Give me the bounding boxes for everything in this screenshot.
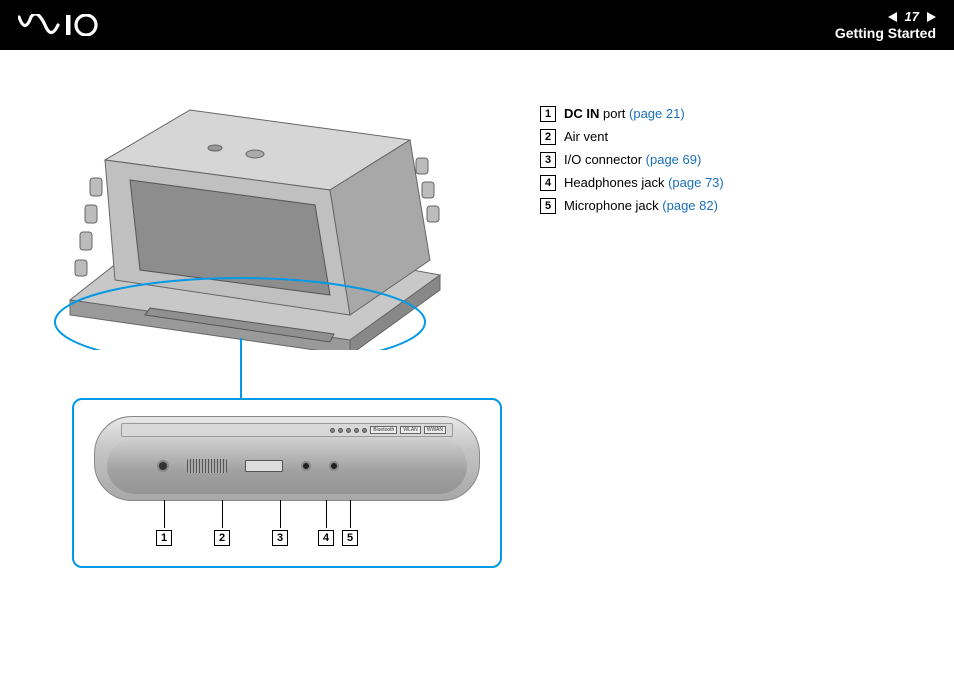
port-body (107, 438, 467, 494)
callout-number-box: 5 (342, 530, 358, 546)
callout-number-box: 1 (156, 530, 172, 546)
leader-line (326, 500, 327, 528)
callout-item: 2 Air vent (540, 129, 924, 146)
page-link[interactable]: (page 69) (646, 152, 702, 167)
label-text: Microphone jack (564, 198, 662, 213)
callout-item-number: 4 (540, 175, 556, 191)
port-view-illustration: Bluetooth WLAN WWAN (94, 416, 480, 501)
air-vent-icon (187, 459, 227, 473)
label-text: Headphones jack (564, 175, 668, 190)
wwan-label: WWAN (424, 426, 446, 434)
callout-connector-line (240, 338, 242, 400)
num-text: 5 (545, 199, 551, 213)
content-area: Bluetooth WLAN WWAN 1 2 3 (0, 50, 954, 220)
num-text: 1 (545, 107, 551, 121)
page-header: 17 Getting Started (0, 0, 954, 50)
bluetooth-label: Bluetooth (370, 426, 397, 434)
page-link[interactable]: (page 82) (662, 198, 718, 213)
device-perspective-illustration (30, 100, 460, 350)
callout-number: 2 (219, 533, 225, 544)
indicator-led-icon (354, 428, 359, 433)
bold-prefix: DC IN (564, 106, 599, 121)
callout-number-box: 3 (272, 530, 288, 546)
header-right: 17 Getting Started (835, 9, 936, 41)
num-text: 4 (545, 176, 551, 190)
headphones-jack-icon (301, 461, 311, 471)
indicator-led-icon (346, 428, 351, 433)
indicator-led-icon (338, 428, 343, 433)
microphone-jack-icon (329, 461, 339, 471)
section-title: Getting Started (835, 25, 936, 41)
label-text: Air vent (564, 129, 608, 144)
next-page-arrow-icon[interactable] (927, 12, 936, 22)
port-detail-box: Bluetooth WLAN WWAN 1 2 3 (72, 398, 502, 568)
leader-line (222, 500, 223, 528)
callout-number: 3 (277, 533, 283, 544)
callout-item-text: Headphones jack (page 73) (564, 175, 724, 192)
callout-number: 1 (161, 533, 167, 544)
callout-item-text: Microphone jack (page 82) (564, 198, 718, 215)
callout-number-box: 4 (318, 530, 334, 546)
callout-item-number: 2 (540, 129, 556, 145)
callout-number-box: 2 (214, 530, 230, 546)
callout-number: 5 (347, 533, 353, 544)
page-link[interactable]: (page 73) (668, 175, 724, 190)
indicator-led-icon (362, 428, 367, 433)
callout-item-number: 1 (540, 106, 556, 122)
page-link[interactable]: (page 21) (629, 106, 685, 121)
callout-number: 4 (323, 533, 329, 544)
callout-list: 1 DC IN port (page 21) 2 Air vent 3 I/O … (510, 100, 924, 220)
callout-item: 4 Headphones jack (page 73) (540, 175, 924, 192)
vaio-logo (18, 12, 118, 38)
callout-item: 5 Microphone jack (page 82) (540, 198, 924, 215)
num-text: 2 (545, 130, 551, 144)
callout-leaders: 1 2 3 4 5 (94, 500, 480, 548)
io-connector-icon (245, 460, 283, 472)
page-number: 17 (905, 9, 919, 24)
indicator-panel: Bluetooth WLAN WWAN (121, 423, 453, 437)
callout-item-number: 5 (540, 198, 556, 214)
num-text: 3 (545, 153, 551, 167)
indicator-led-icon (330, 428, 335, 433)
wlan-label: WLAN (400, 426, 420, 434)
leader-line (350, 500, 351, 528)
callout-item-text: I/O connector (page 69) (564, 152, 701, 169)
callout-item-text: DC IN port (page 21) (564, 106, 685, 123)
leader-line (164, 500, 165, 528)
callout-item: 1 DC IN port (page 21) (540, 106, 924, 123)
page-nav: 17 (888, 9, 936, 24)
callout-item: 3 I/O connector (page 69) (540, 152, 924, 169)
leader-line (280, 500, 281, 528)
label-text: I/O connector (564, 152, 646, 167)
dc-in-port-icon (157, 460, 169, 472)
prev-page-arrow-icon[interactable] (888, 12, 897, 22)
label-text: port (599, 106, 629, 121)
callout-item-number: 3 (540, 152, 556, 168)
callout-item-text: Air vent (564, 129, 608, 146)
illustration-column: Bluetooth WLAN WWAN 1 2 3 (30, 100, 510, 220)
